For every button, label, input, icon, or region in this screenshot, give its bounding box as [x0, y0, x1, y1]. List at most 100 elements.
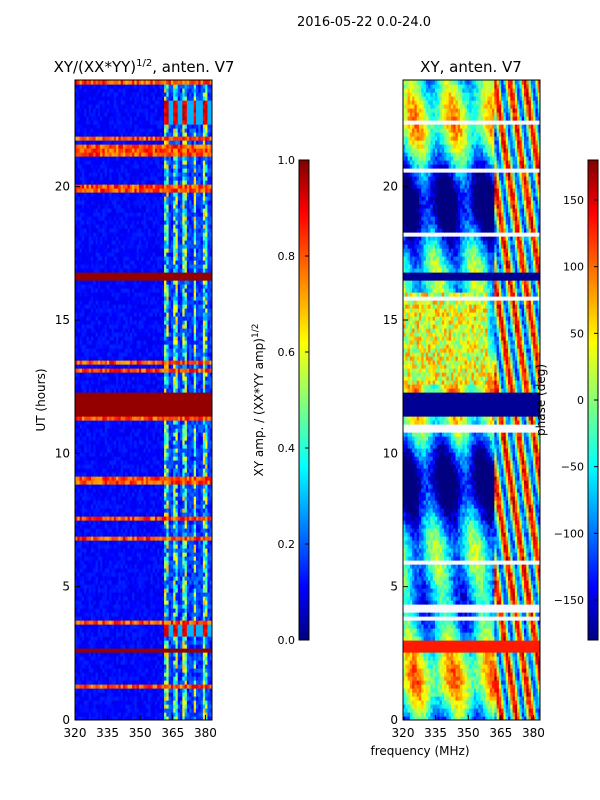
heat-cell — [116, 504, 119, 509]
heat-cell — [116, 540, 119, 545]
heat-cell — [200, 584, 204, 589]
heat-cell — [104, 636, 108, 641]
heat-cell — [104, 464, 108, 469]
heat-cell — [170, 508, 174, 513]
heat-cell — [79, 452, 83, 457]
heat-cell — [157, 616, 161, 621]
heat-cell — [189, 700, 193, 705]
left-panel-title: XY/(XX*YY)1/2, anten. V7 — [54, 58, 235, 76]
heat-cell — [168, 712, 172, 717]
heat-cell — [127, 656, 131, 661]
heat-cell — [198, 532, 202, 537]
heat-cell — [161, 492, 165, 497]
heat-cell — [132, 656, 135, 661]
heat-cell — [196, 712, 199, 717]
heat-cell — [177, 712, 181, 717]
heat-cell — [79, 476, 83, 481]
heat-cell — [168, 668, 172, 673]
heat-cell — [81, 528, 85, 533]
heat-cell — [148, 552, 151, 557]
heat-cell — [95, 448, 99, 453]
heat-cell — [106, 668, 110, 673]
heat-cell — [198, 700, 202, 705]
heat-cell — [164, 524, 167, 529]
heat-cell — [207, 592, 211, 597]
heat-cell — [120, 700, 124, 705]
heat-cell — [84, 556, 88, 561]
heat-cell — [143, 648, 147, 653]
heat-cell — [209, 672, 212, 677]
heat-cell — [161, 628, 165, 633]
heat-cell — [109, 596, 113, 601]
heat-cell — [200, 444, 204, 449]
heat-cell — [166, 692, 170, 697]
heat-cell — [166, 592, 170, 597]
heat-cell — [202, 560, 206, 565]
heat-cell — [145, 544, 149, 549]
heat-cell — [191, 464, 195, 469]
heat-cell — [84, 568, 88, 573]
heat-cell — [122, 544, 126, 549]
heat-cell — [182, 528, 186, 533]
heat-cell — [200, 532, 204, 537]
heat-cell — [104, 604, 108, 609]
heat-cell — [202, 620, 206, 625]
heat-cell — [132, 464, 135, 469]
heat-cell — [189, 660, 193, 665]
heat-cell — [129, 644, 133, 649]
heat-cell — [164, 676, 167, 681]
heat-cell — [145, 692, 149, 697]
heat-cell — [207, 576, 211, 581]
heat-cell — [175, 652, 179, 657]
heat-cell — [164, 504, 167, 509]
heat-cell — [116, 660, 119, 665]
heat-cell — [102, 684, 106, 689]
heat-cell — [166, 708, 170, 713]
heat-cell — [182, 568, 186, 573]
heat-cell — [198, 584, 202, 589]
heat-cell — [88, 652, 92, 657]
heat-cell — [79, 680, 83, 685]
heat-cell — [186, 680, 190, 685]
heat-cell — [209, 680, 212, 685]
heat-cell — [100, 504, 103, 509]
heat-cell — [129, 712, 133, 717]
heat-cell — [134, 576, 138, 581]
heat-cell — [75, 644, 78, 649]
heat-cell — [161, 716, 165, 720]
heat-cell — [79, 672, 83, 677]
heat-cell — [129, 516, 133, 521]
heat-cell — [202, 476, 206, 481]
heat-cell — [75, 596, 78, 601]
heat-cell — [113, 568, 117, 573]
heat-cell — [161, 572, 165, 577]
heat-cell — [138, 652, 142, 657]
heat-cell — [209, 488, 212, 493]
heat-cell — [75, 468, 78, 473]
heat-cell — [186, 500, 190, 505]
heat-cell — [200, 628, 204, 633]
heat-cell — [136, 512, 140, 517]
heat-cell — [86, 636, 90, 641]
heat-cell — [150, 672, 154, 677]
heat-cell — [202, 480, 206, 485]
heat-cell — [125, 452, 129, 457]
heat-cell — [97, 640, 101, 645]
heat-cell — [86, 624, 90, 629]
heat-cell — [141, 680, 145, 685]
heat-cell — [193, 620, 197, 625]
heat-cell — [77, 560, 81, 565]
heat-cell — [120, 468, 124, 473]
heat-cell — [118, 624, 122, 629]
heat-cell — [173, 564, 177, 569]
heat-cell — [170, 612, 174, 617]
heat-cell — [132, 564, 135, 569]
heat-cell — [143, 472, 147, 477]
heat-cell — [168, 528, 172, 533]
heat-cell — [100, 440, 103, 445]
heat-cell — [205, 672, 209, 677]
heat-cell — [191, 580, 195, 585]
heat-cell — [207, 560, 211, 565]
heat-cell — [168, 500, 172, 505]
heat-cell — [125, 604, 129, 609]
